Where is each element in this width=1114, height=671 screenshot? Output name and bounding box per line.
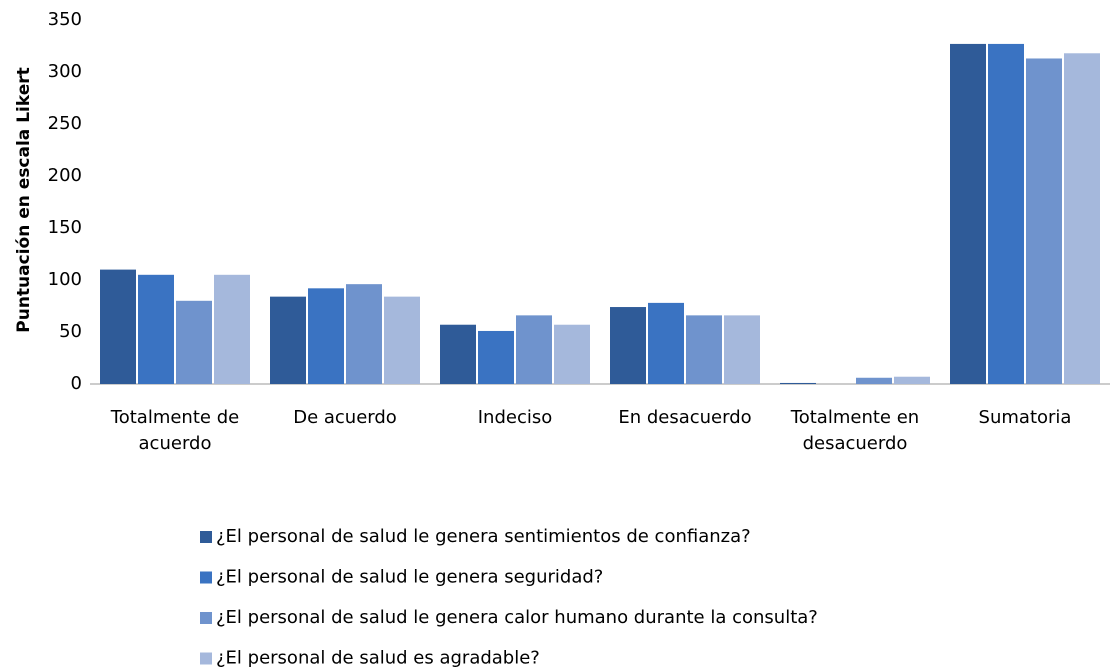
legend-swatch <box>200 652 212 665</box>
bar <box>100 269 136 384</box>
y-tick-label: 0 <box>71 373 82 394</box>
x-tick-label: De acuerdo <box>293 407 397 428</box>
bar <box>308 288 344 384</box>
legend-label: ¿El personal de salud le genera segurida… <box>216 567 603 588</box>
x-tick-label: Sumatoria <box>979 407 1072 428</box>
y-tick-label: 150 <box>48 217 82 238</box>
y-tick-label: 100 <box>48 269 82 290</box>
bar <box>478 330 514 384</box>
x-tick-label: Indeciso <box>478 407 553 428</box>
bar <box>270 296 306 384</box>
bar <box>346 284 382 384</box>
y-tick-label: 350 <box>48 9 82 30</box>
bar <box>856 377 892 384</box>
bar <box>176 300 212 384</box>
bar <box>384 296 420 384</box>
bar <box>950 43 986 385</box>
legend-label: ¿El personal de salud es agradable? <box>216 648 540 668</box>
x-tick-label: En desacuerdo <box>618 407 751 428</box>
bar <box>780 382 816 384</box>
y-tick-label: 250 <box>48 113 82 134</box>
y-axis-title: Puntuación en escala Likert <box>14 67 34 332</box>
bar <box>648 302 684 384</box>
bar <box>610 307 646 384</box>
bar <box>214 274 250 384</box>
bar <box>988 43 1024 385</box>
bar <box>554 324 590 384</box>
y-tick-label: 200 <box>48 165 82 186</box>
legend-label: ¿El personal de salud le genera calor hu… <box>216 607 818 628</box>
legend-swatch <box>200 612 212 624</box>
legend-swatch <box>200 531 212 543</box>
bar <box>440 324 476 384</box>
bar <box>724 315 760 384</box>
x-tick-label: Totalmente en desacuerdo <box>790 407 919 454</box>
bar <box>1026 58 1062 384</box>
y-tick-label: 300 <box>48 61 82 82</box>
bar <box>516 315 552 384</box>
legend-swatch <box>200 571 212 584</box>
bar <box>894 376 930 384</box>
legend-label: ¿El personal de salud le genera sentimie… <box>216 526 751 547</box>
bar <box>1064 53 1100 384</box>
bar <box>686 315 722 384</box>
x-tick-label: Totalmente de acuerdo <box>110 407 239 454</box>
bar <box>138 274 174 384</box>
y-tick-label: 50 <box>59 321 82 342</box>
